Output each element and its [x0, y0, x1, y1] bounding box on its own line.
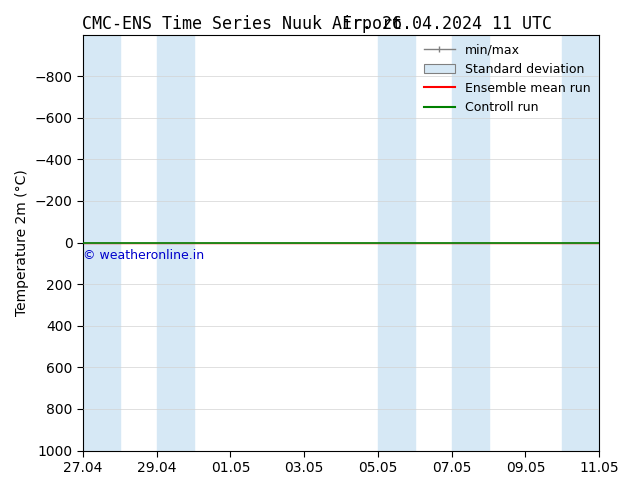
Text: CMC-ENS Time Series Nuuk Airport: CMC-ENS Time Series Nuuk Airport [82, 15, 403, 33]
Bar [378, 35, 415, 451]
Bar [157, 35, 193, 451]
Bar [83, 35, 120, 451]
Bar [451, 35, 489, 451]
Legend: min/max, Standard deviation, Ensemble mean run, Controll run: min/max, Standard deviation, Ensemble me… [418, 38, 595, 119]
Text: © weatheronline.in: © weatheronline.in [83, 249, 205, 262]
Text: Fr. 26.04.2024 11 UTC: Fr. 26.04.2024 11 UTC [342, 15, 552, 33]
Bar [562, 35, 599, 451]
Y-axis label: Temperature 2m (°C): Temperature 2m (°C) [15, 169, 29, 316]
